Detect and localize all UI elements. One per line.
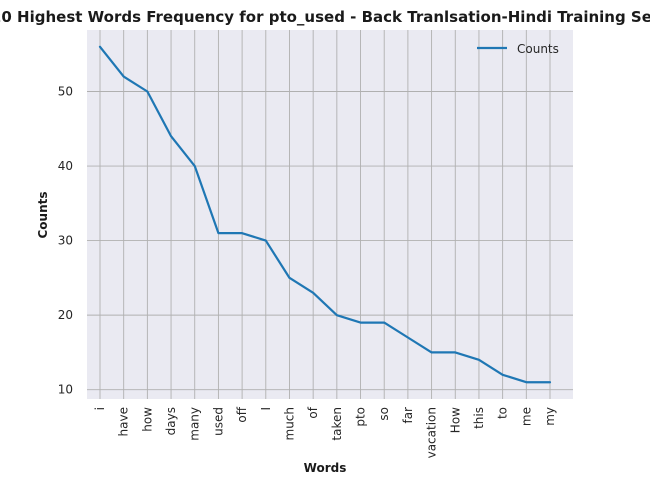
series-layer xyxy=(98,45,552,384)
y-tick-label: 10 xyxy=(58,383,73,397)
x-tick-label: off xyxy=(235,406,249,422)
y-tick-label: 50 xyxy=(58,85,73,99)
y-tick-label: 30 xyxy=(58,234,73,248)
x-tick-label: many xyxy=(188,407,202,441)
y-ticks: 10 20 30 40 50 xyxy=(58,85,73,397)
x-tick-label: my xyxy=(543,407,557,426)
x-tick-label: of xyxy=(306,406,320,418)
x-tick-label: pto xyxy=(354,407,368,427)
series-line xyxy=(98,45,552,384)
y-axis-label: Counts xyxy=(36,191,50,238)
x-tick-label: much xyxy=(282,407,296,441)
x-tick-label: this xyxy=(472,407,486,429)
x-tick-label: far xyxy=(401,407,415,424)
x-tick-label: so xyxy=(377,407,391,421)
legend-entry: Counts xyxy=(517,42,559,56)
x-tick-label: How xyxy=(448,407,462,433)
y-tick-label: 20 xyxy=(58,308,73,322)
x-tick-label: how xyxy=(140,407,154,432)
x-tick-label: vacation xyxy=(425,407,439,458)
y-tick-label: 40 xyxy=(58,159,73,173)
x-tick-label: days xyxy=(164,407,178,435)
x-axis-label: Words xyxy=(304,461,347,475)
x-tick-label: have xyxy=(117,407,131,436)
x-tick-label: I xyxy=(259,407,273,411)
legend: Counts xyxy=(477,42,559,56)
x-tick-label: i xyxy=(93,407,107,410)
chart-title: 20 Highest Words Frequency for pto_used … xyxy=(0,8,650,26)
x-tick-label: taken xyxy=(330,407,344,441)
x-tick-label: to xyxy=(496,407,510,419)
x-tick-label: used xyxy=(211,407,225,436)
plot-background xyxy=(87,30,573,399)
x-tick-label: me xyxy=(519,407,533,426)
